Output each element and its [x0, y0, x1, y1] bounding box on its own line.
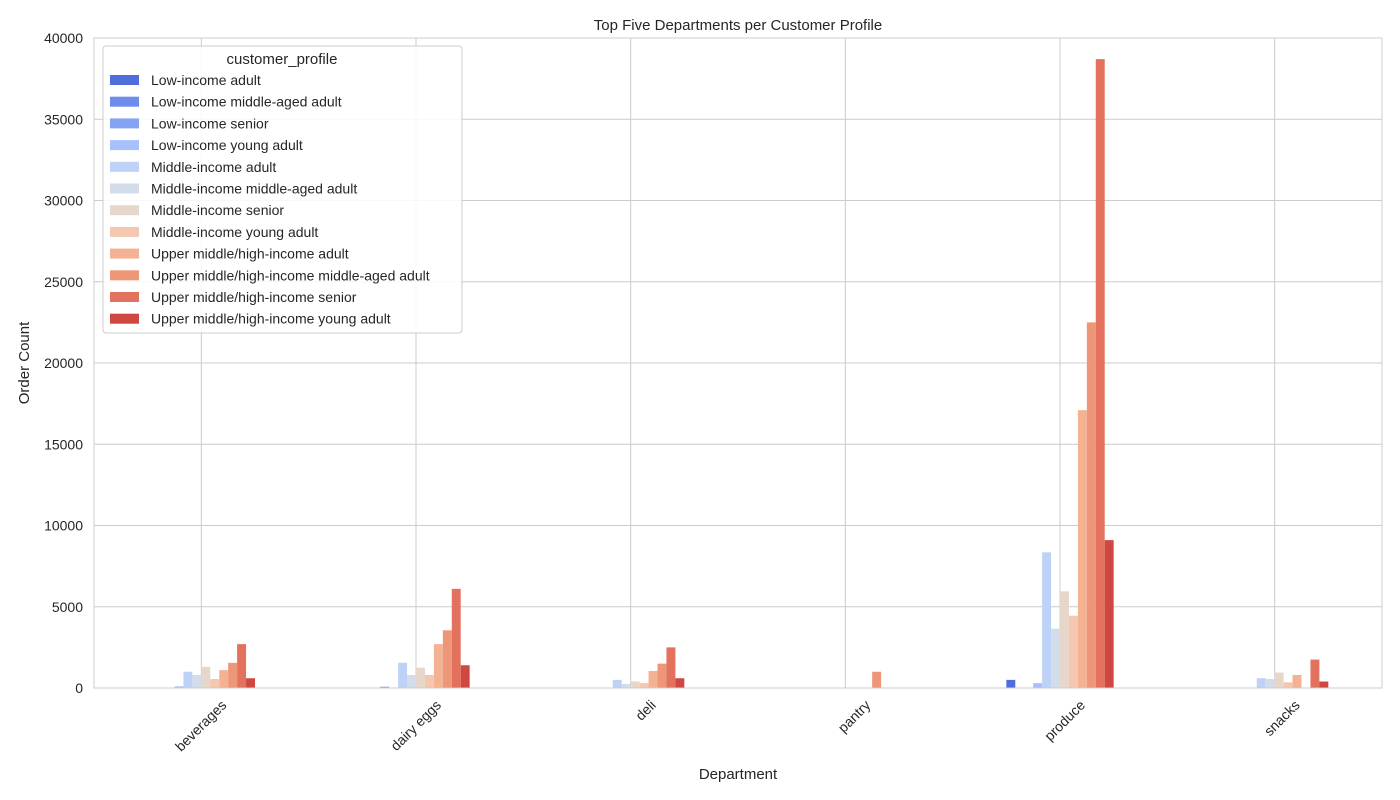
x-tick-label: beverages	[172, 697, 230, 755]
legend-entry-label: Upper middle/high-income young adult	[151, 311, 391, 327]
legend-swatch	[110, 226, 139, 237]
legend-entry-label: Middle-income young adult	[151, 224, 318, 240]
legend-entry-label: Upper middle/high-income senior	[151, 289, 357, 305]
bar	[407, 675, 416, 688]
x-tick-label: pantry	[835, 697, 874, 736]
x-tick-label: dairy eggs	[387, 697, 444, 754]
bar	[621, 683, 631, 688]
legend-swatch	[110, 75, 139, 85]
legend-swatch	[110, 161, 139, 172]
legend-box	[102, 45, 463, 334]
y-axis-label: Order Count	[16, 321, 33, 404]
x-axis-label: Department	[699, 766, 778, 783]
x-tick-label: deli	[632, 697, 659, 724]
y-tick-label: 35000	[44, 111, 83, 127]
legend-entry-label: Middle-income middle-aged adult	[151, 181, 357, 197]
bar	[228, 662, 238, 688]
legend-swatch	[110, 183, 139, 194]
bar	[1292, 675, 1302, 688]
y-tick-label: 25000	[44, 274, 83, 290]
legend-entry-label: Low-income young adult	[151, 137, 303, 153]
bar	[1283, 682, 1293, 688]
bar	[1051, 628, 1060, 688]
y-tick-label: 40000	[44, 30, 83, 46]
legend-swatch	[110, 205, 139, 216]
y-tick-label: 10000	[44, 518, 83, 534]
bar	[666, 647, 676, 688]
legend-entry-label: Middle-income senior	[151, 202, 284, 218]
bar	[246, 678, 255, 688]
legend-entry-label: Middle-income adult	[151, 159, 276, 175]
plot-frame	[93, 37, 1383, 689]
bar	[630, 681, 640, 688]
legend-entry-label: Low-income middle-aged adult	[151, 94, 342, 110]
legend-title: customer_profile	[227, 51, 338, 68]
bar	[675, 678, 685, 688]
legend-swatch	[110, 292, 139, 302]
legend-swatch	[110, 313, 139, 324]
bar	[639, 683, 649, 688]
legend-swatch	[110, 248, 139, 259]
bar	[433, 644, 443, 688]
legend-entry-label: Upper middle/high-income adult	[151, 246, 349, 262]
bar	[416, 667, 425, 688]
bar	[460, 665, 470, 688]
bar	[872, 671, 882, 688]
y-tick-label: 30000	[44, 193, 83, 209]
legend-swatch	[110, 270, 139, 281]
bar	[1060, 591, 1069, 688]
legend-entry-label: Low-income adult	[151, 72, 261, 88]
bar	[1310, 659, 1320, 688]
legend-entry-label: Low-income senior	[151, 115, 269, 131]
bar	[210, 679, 220, 688]
bar	[612, 679, 622, 688]
y-tick-label: 20000	[44, 355, 83, 371]
legend-swatch	[110, 118, 139, 129]
bars-layer	[174, 59, 1329, 688]
chart-title: Top Five Departments per Customer Profil…	[594, 17, 882, 34]
bar	[1068, 615, 1078, 688]
legend: customer_profile Low-income adultLow-inc…	[102, 45, 463, 334]
bar	[1033, 683, 1043, 688]
bar	[192, 675, 202, 688]
legend-swatch	[110, 96, 139, 107]
bar	[442, 630, 452, 688]
bar	[648, 670, 658, 688]
y-tick-label: 5000	[52, 599, 83, 615]
bar	[424, 675, 434, 688]
bar	[1095, 59, 1105, 688]
bar	[1256, 678, 1266, 688]
bar	[1077, 410, 1087, 688]
bar	[219, 670, 229, 688]
y-tick-label: 15000	[44, 436, 83, 452]
bar	[1042, 552, 1052, 688]
bar	[1265, 679, 1275, 688]
bar	[398, 662, 408, 688]
legend-items: Low-income adult Low-income middle-aged a…	[110, 72, 430, 327]
legend-swatch	[110, 140, 139, 151]
bar	[183, 671, 193, 688]
bar	[380, 686, 390, 688]
x-tick-label: snacks	[1261, 697, 1303, 739]
legend-entry-label: Upper middle/high-income middle-aged adu…	[151, 267, 430, 283]
bar	[657, 663, 667, 688]
y-axis-ticks: 0 5000 10000 15000 20000 25000 30000 35000 40000	[44, 30, 83, 696]
x-axis-ticks: beverages dairy eggs deli pantry produce snac…	[172, 697, 1303, 755]
bar	[1104, 540, 1114, 688]
bar	[237, 644, 247, 688]
y-tick-label: 0	[75, 680, 83, 696]
bar	[174, 686, 184, 688]
bar	[201, 666, 211, 688]
x-tick-label: produce	[1041, 697, 1088, 744]
bar	[1319, 681, 1329, 688]
bar	[1086, 322, 1096, 688]
bar	[1274, 672, 1284, 688]
bar	[1006, 679, 1016, 688]
bar	[451, 588, 461, 688]
